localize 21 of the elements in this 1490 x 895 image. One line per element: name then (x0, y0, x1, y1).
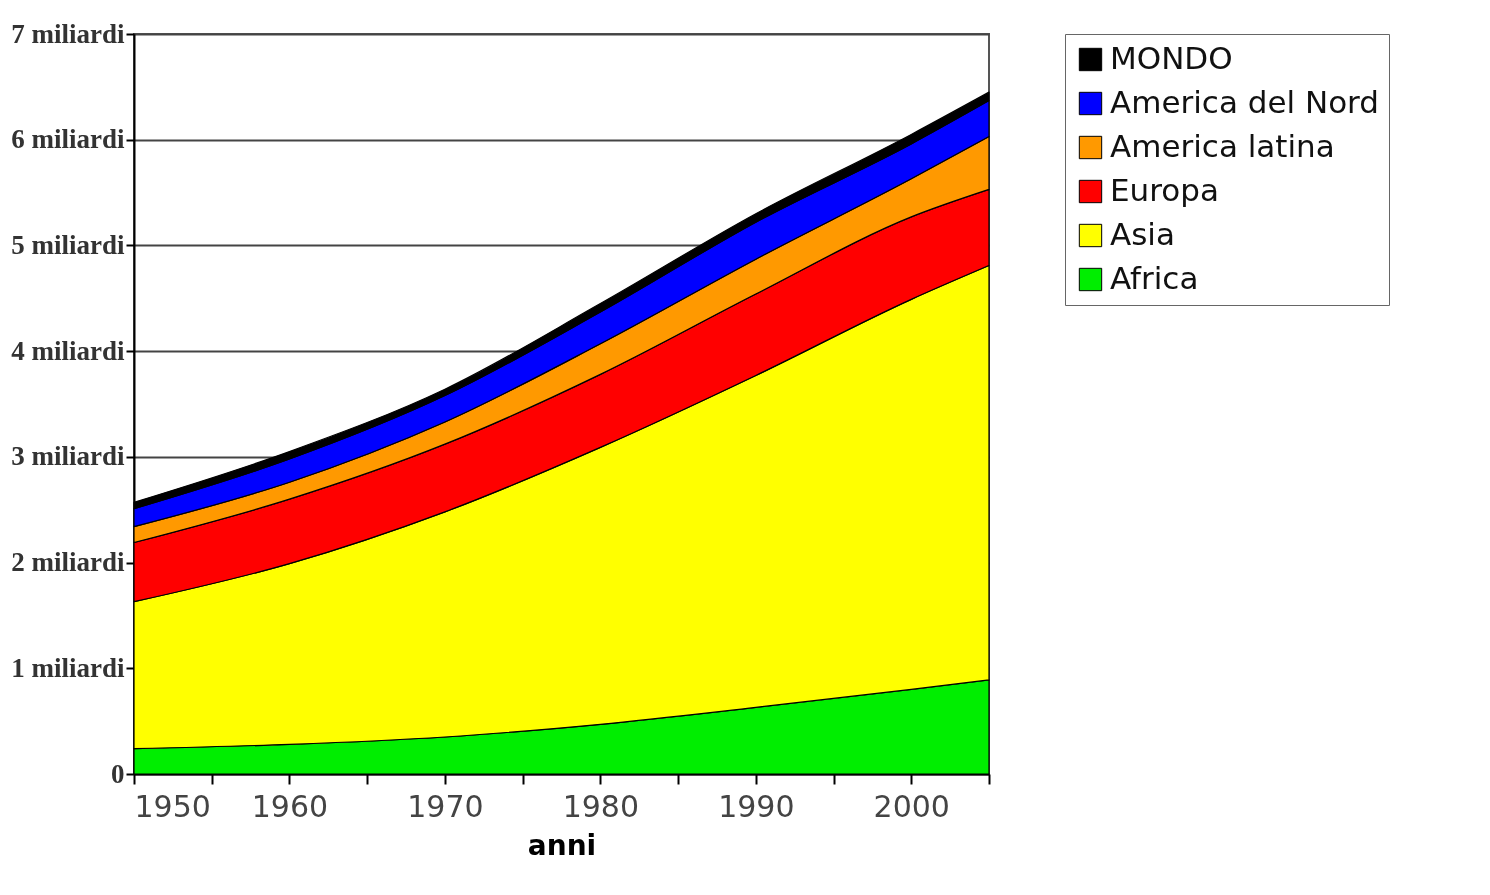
legend-label: Asia (1110, 215, 1175, 252)
legend-label: Africa (1110, 259, 1199, 296)
x-axis-title: anni (527, 828, 597, 862)
y-tick-label: 2 miliardi (11, 547, 125, 578)
legend-label: America del Nord (1110, 83, 1379, 120)
y-tick-label: 0 (111, 758, 125, 789)
x-tick-label: 1970 (407, 788, 484, 824)
y-tick-label: 1 miliardi (11, 652, 125, 683)
x-tick-label: 1950 (134, 788, 211, 824)
x-tick-label: 1960 (251, 788, 329, 824)
legend-label: MONDO (1110, 39, 1233, 76)
y-tick-label: 7 miliardi (11, 18, 125, 49)
y-tick-label: 4 miliardi (11, 335, 125, 366)
y-tick-label: 3 miliardi (11, 441, 125, 472)
y-tick-label: 6 miliardi (11, 124, 125, 155)
x-tick-label: 2000 (873, 788, 950, 824)
x-tick-label: 1980 (562, 788, 640, 824)
legend-label: Europa (1110, 171, 1219, 208)
x-tick-label: 1990 (718, 788, 795, 824)
y-tick-label: 5 miliardi (11, 229, 125, 260)
legend-label: America latina (1110, 127, 1335, 164)
